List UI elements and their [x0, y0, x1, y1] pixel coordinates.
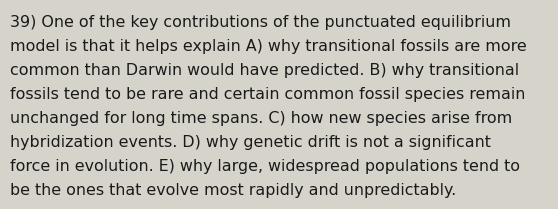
Text: 39) One of the key contributions of the punctuated equilibrium: 39) One of the key contributions of the …: [10, 15, 511, 30]
Text: hybridization events. D) why genetic drift is not a significant: hybridization events. D) why genetic dri…: [10, 135, 491, 150]
Text: unchanged for long time spans. C) how new species arise from: unchanged for long time spans. C) how ne…: [10, 111, 512, 126]
Text: model is that it helps explain A) why transitional fossils are more: model is that it helps explain A) why tr…: [10, 39, 527, 54]
Text: fossils tend to be rare and certain common fossil species remain: fossils tend to be rare and certain comm…: [10, 87, 526, 102]
Text: common than Darwin would have predicted. B) why transitional: common than Darwin would have predicted.…: [10, 63, 519, 78]
Text: be the ones that evolve most rapidly and unpredictably.: be the ones that evolve most rapidly and…: [10, 183, 456, 198]
Text: force in evolution. E) why large, widespread populations tend to: force in evolution. E) why large, widesp…: [10, 159, 520, 174]
